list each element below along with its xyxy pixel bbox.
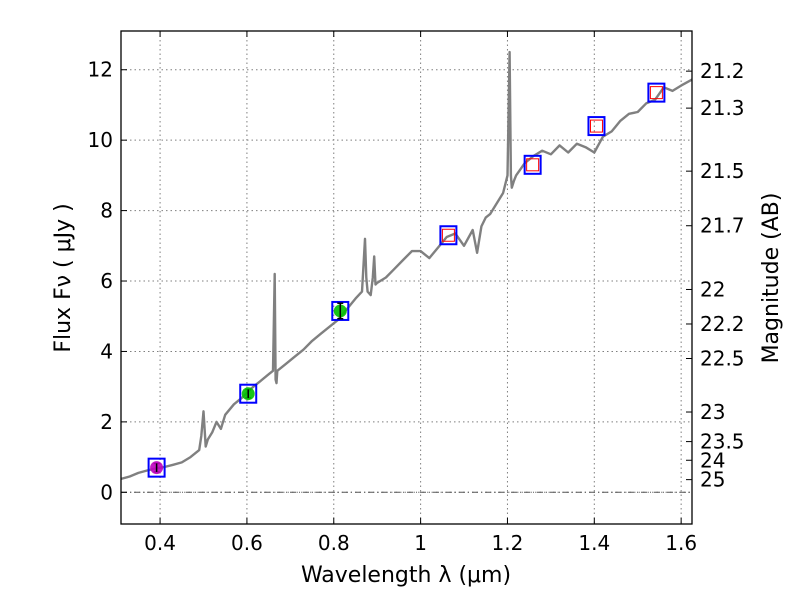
grid-lines bbox=[121, 31, 692, 524]
x-tick-label: 0.4 bbox=[144, 531, 176, 555]
y-tick-label: 12 bbox=[88, 58, 113, 82]
model-flux-box bbox=[147, 457, 166, 478]
y-tick-label: 0 bbox=[100, 480, 113, 504]
x-tick-label: 1.6 bbox=[665, 531, 697, 555]
magnitude-tick-label: 21.7 bbox=[700, 214, 745, 238]
x-axis-ticks: 0.4 0.6 0.8 1 1.2 1.4 1.6 bbox=[144, 31, 697, 555]
upper-limit-box bbox=[649, 86, 663, 100]
magnitude-tick-label: 22 bbox=[700, 277, 725, 301]
magnitude-tick-label: 24 bbox=[700, 448, 725, 472]
magnitude-tick-label: 21.3 bbox=[700, 96, 745, 120]
y-axis-ticks: 0 2 4 6 8 10 12 bbox=[88, 58, 127, 504]
upper-limit-box bbox=[589, 119, 603, 133]
magnitude-tick-label: 21.5 bbox=[700, 159, 745, 183]
magnitude-tick-label: 22.2 bbox=[700, 312, 745, 336]
x-tick-label: 0.6 bbox=[231, 531, 263, 555]
photometry-markers bbox=[147, 82, 666, 478]
model-flux-box bbox=[331, 300, 350, 321]
x-tick-label: 1.2 bbox=[492, 531, 524, 555]
y-axis-label: Flux Fν ( μJy ) bbox=[51, 203, 76, 352]
y-tick-label: 10 bbox=[88, 128, 113, 152]
y-tick-label: 6 bbox=[100, 269, 113, 293]
magnitude-tick-label: 22.5 bbox=[700, 346, 745, 370]
x-tick-label: 0.8 bbox=[318, 531, 350, 555]
y-tick-label: 2 bbox=[100, 410, 113, 434]
upper-limit-box bbox=[526, 158, 540, 172]
magnitude-tick-label: 25 bbox=[700, 468, 725, 492]
magnitude-tick-label: 23 bbox=[700, 400, 725, 424]
model-flux-box bbox=[439, 225, 458, 246]
plot-frame bbox=[120, 30, 693, 525]
y-tick-label: 4 bbox=[100, 339, 113, 363]
x-tick-label: 1.4 bbox=[578, 531, 610, 555]
spectrum-line bbox=[120, 50, 693, 481]
right-axis-label: Magnitude (AB) bbox=[759, 193, 784, 364]
spectrum-series bbox=[120, 50, 693, 481]
x-tick-label: 1 bbox=[414, 531, 427, 555]
model-flux-box bbox=[239, 383, 258, 404]
y-tick-label: 8 bbox=[100, 199, 113, 223]
upper-limit-box bbox=[441, 228, 455, 242]
magnitude-tick-label: 21.2 bbox=[700, 59, 745, 83]
model-flux-box bbox=[523, 154, 542, 175]
x-axis-label: Wavelength λ (μm) bbox=[301, 563, 511, 588]
model-flux-box bbox=[647, 82, 666, 103]
model-flux-box bbox=[587, 116, 606, 137]
magnitude-tick-label: 23.5 bbox=[700, 430, 745, 454]
